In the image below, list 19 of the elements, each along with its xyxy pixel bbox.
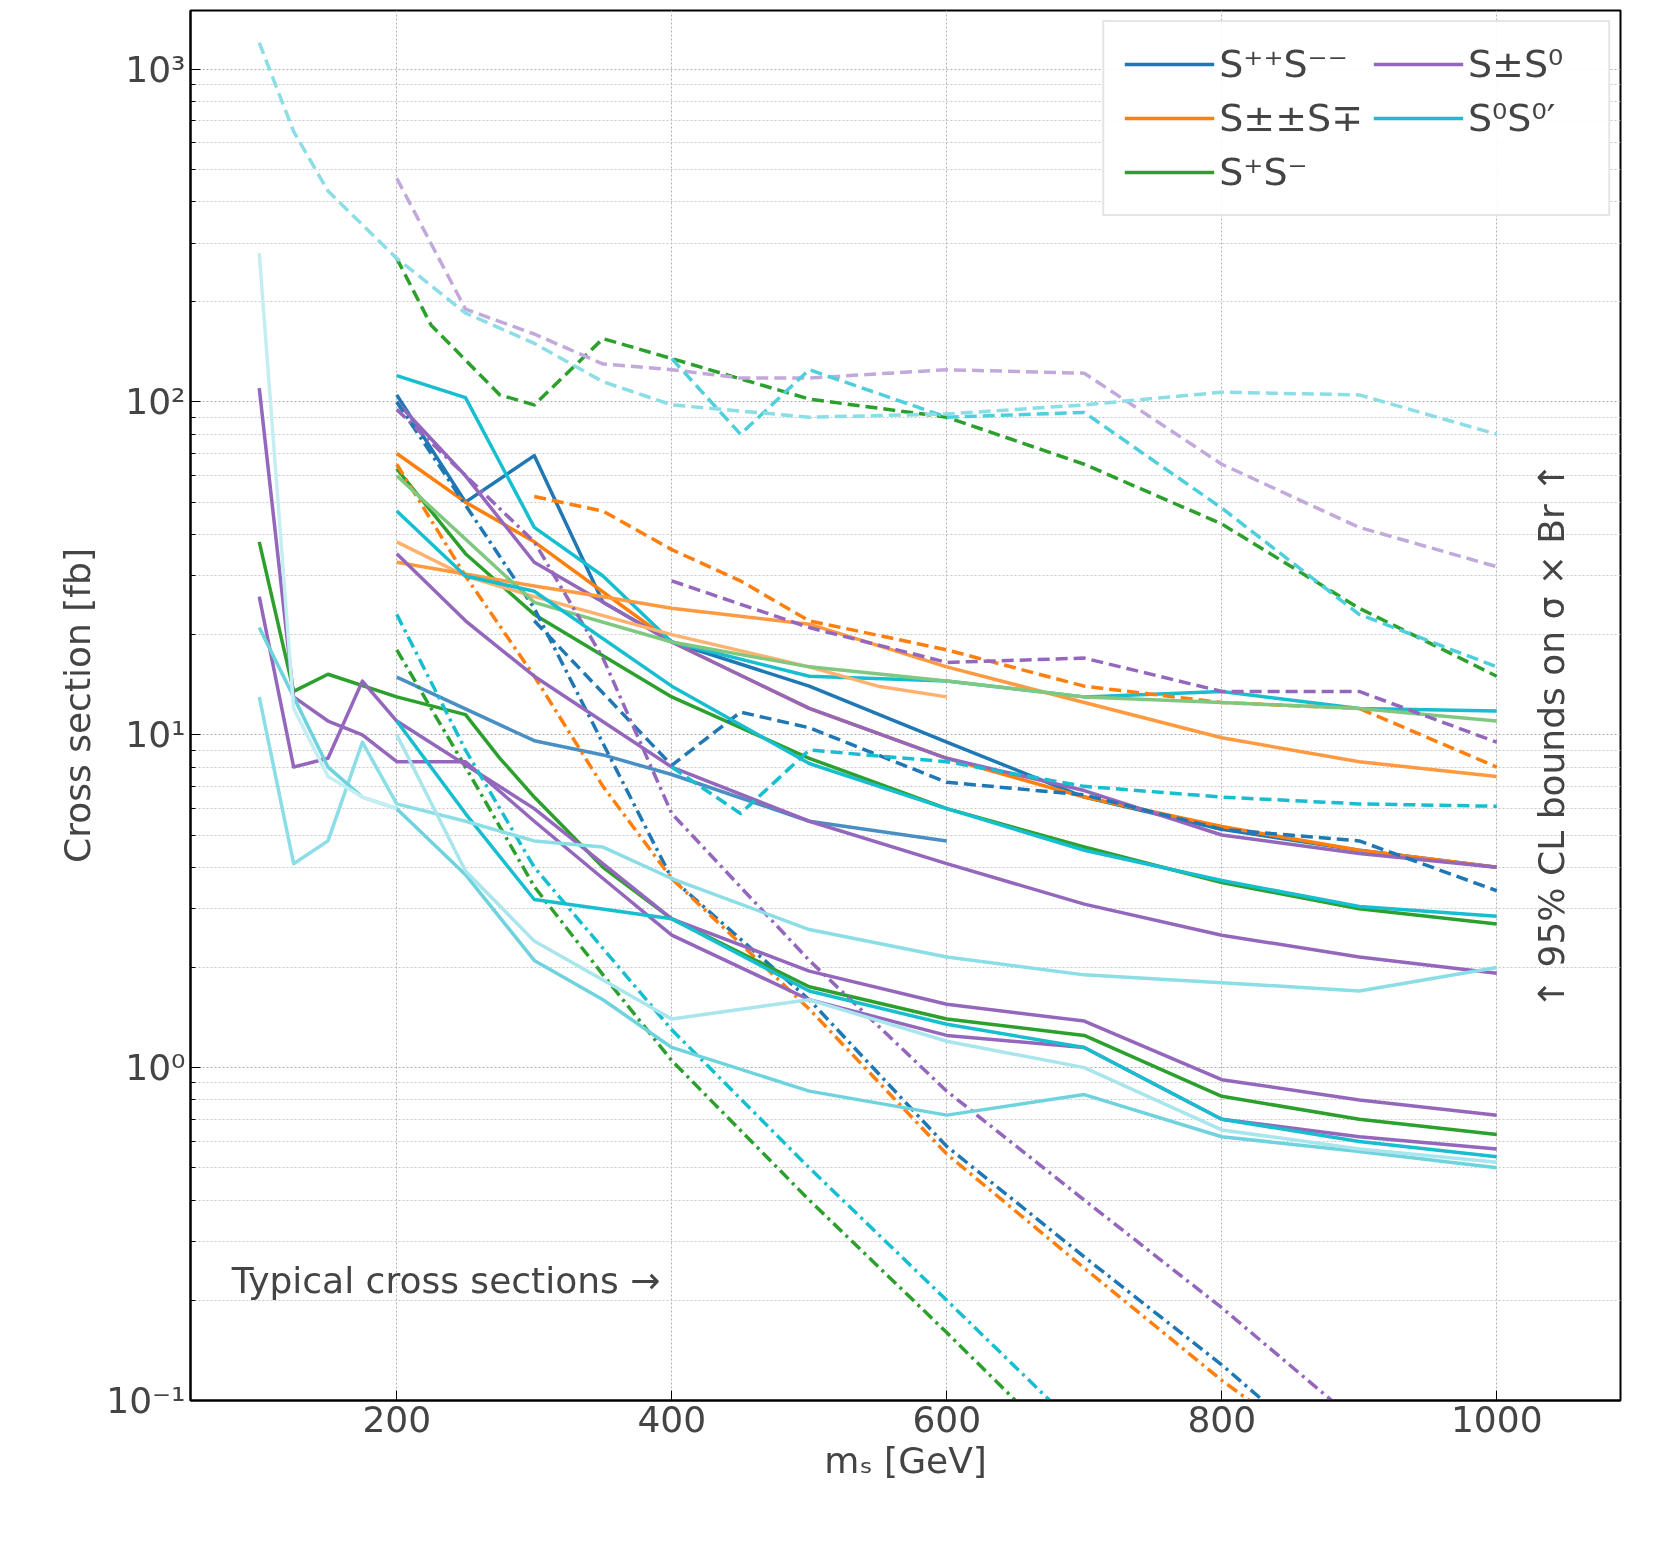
y-tick-label: 10² (125, 381, 186, 423)
x-tick-label: 400 (637, 1398, 707, 1440)
legend-label: S⁰S⁰′ (1468, 96, 1557, 140)
x-tick-label: 600 (912, 1398, 982, 1440)
y-tick-label: 10³ (125, 48, 186, 90)
legend-label: S±±S∓ (1219, 96, 1363, 140)
annotation: ↑ 95% CL bounds on σ × Br ↑ (1531, 462, 1573, 1010)
annotation: Typical cross sections → (230, 1259, 661, 1301)
legend-label: S⁺S⁻ (1219, 150, 1309, 194)
x-tick-label: 200 (362, 1398, 432, 1440)
legend-label: S⁺⁺S⁻⁻ (1219, 42, 1348, 86)
y-tick-label: 10⁰ (125, 1047, 186, 1089)
legend-label: S±S⁰ (1468, 42, 1565, 86)
y-tick-label: 10¹ (125, 714, 186, 756)
y-tick-label: 10⁻¹ (106, 1380, 186, 1421)
x-tick-label: 1000 (1450, 1398, 1543, 1440)
y-axis-title: Cross section [fb] (57, 548, 99, 863)
x-tick-label: 800 (1187, 1398, 1257, 1440)
x-axis-title: mₛ [GeV] (824, 1439, 987, 1481)
